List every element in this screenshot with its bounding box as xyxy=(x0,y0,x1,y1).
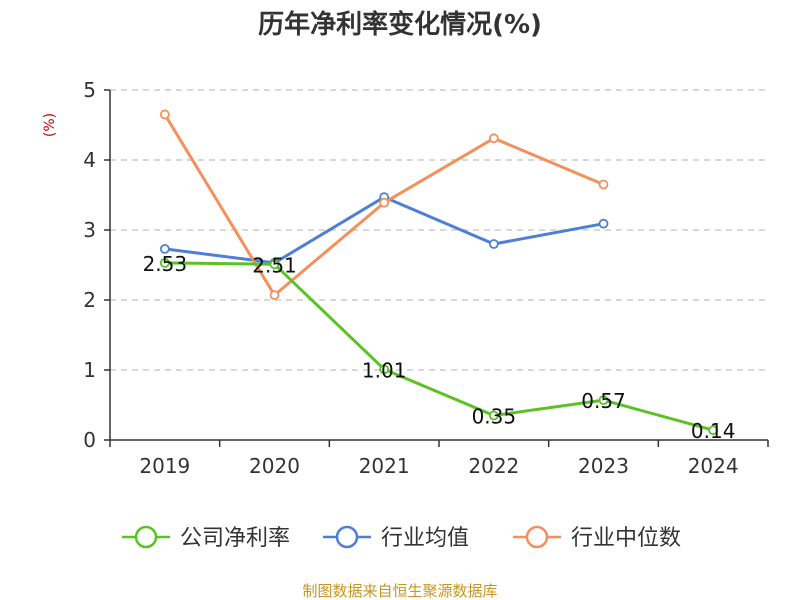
data-point xyxy=(379,364,390,375)
legend: 公司净利率 行业均值 行业中位数 xyxy=(122,525,681,551)
data-label: 2.51 xyxy=(252,253,297,277)
data-labels: 2.53 2.51 1.01 0.35 0.57 0.14 xyxy=(143,252,736,443)
y-tick-label: 5 xyxy=(83,78,96,102)
legend-label: 公司净利率 xyxy=(180,526,290,551)
y-tick-label: 4 xyxy=(83,148,96,172)
legend-swatch-marker xyxy=(335,525,359,549)
data-point xyxy=(488,133,499,144)
legend-label: 行业中位数 xyxy=(571,526,681,551)
data-point xyxy=(159,109,170,120)
series-line xyxy=(164,261,714,432)
data-point xyxy=(269,290,280,301)
data-label: 1.01 xyxy=(362,358,407,382)
y-tick-label: 1 xyxy=(83,358,96,382)
source-note: 制图数据来自恒生聚源数据库 xyxy=(302,582,497,600)
axes: 0 1 2 3 4 5 2019 2020 2021 2022 2023 2024 xyxy=(83,78,769,478)
gridlines xyxy=(110,89,768,371)
legend-item-industry_avg[interactable]: 行业均值 xyxy=(323,525,469,551)
legend-item-company[interactable]: 公司净利率 xyxy=(122,525,290,551)
x-tick-label: 2019 xyxy=(139,454,190,478)
x-tick-label: 2023 xyxy=(578,454,629,478)
data-point xyxy=(488,410,499,421)
data-point xyxy=(598,395,609,406)
legend-label: 行业均值 xyxy=(381,526,469,551)
data-point xyxy=(598,218,609,229)
y-axis-unit-label: (%) xyxy=(42,113,58,137)
y-tick-label: 2 xyxy=(83,288,96,312)
data-point xyxy=(379,197,390,208)
y-tick-label: 0 xyxy=(83,428,96,452)
legend-item-industry_median[interactable]: 行业中位数 xyxy=(513,525,681,551)
data-label: 0.57 xyxy=(581,389,626,413)
data-point xyxy=(598,179,609,190)
chart-title: 历年净利率变化情况(%) xyxy=(258,9,542,40)
x-tick-label: 2022 xyxy=(468,454,519,478)
data-point xyxy=(708,425,719,436)
data-point xyxy=(159,243,170,254)
data-label: 0.14 xyxy=(691,419,736,443)
x-tick-label: 2021 xyxy=(359,454,410,478)
x-tick-label: 2020 xyxy=(249,454,300,478)
data-point xyxy=(488,239,499,249)
series-industry_median xyxy=(159,109,609,301)
y-tick-label: 3 xyxy=(83,218,96,242)
data-point xyxy=(159,257,170,268)
legend-swatch-marker xyxy=(134,525,158,549)
data-label: 2.53 xyxy=(143,252,188,276)
x-tick-label: 2024 xyxy=(688,454,739,478)
data-point xyxy=(269,259,280,270)
data-label: 0.35 xyxy=(472,405,517,429)
series-lines xyxy=(159,109,719,436)
series-company xyxy=(159,257,719,436)
legend-swatch-marker xyxy=(525,525,549,549)
